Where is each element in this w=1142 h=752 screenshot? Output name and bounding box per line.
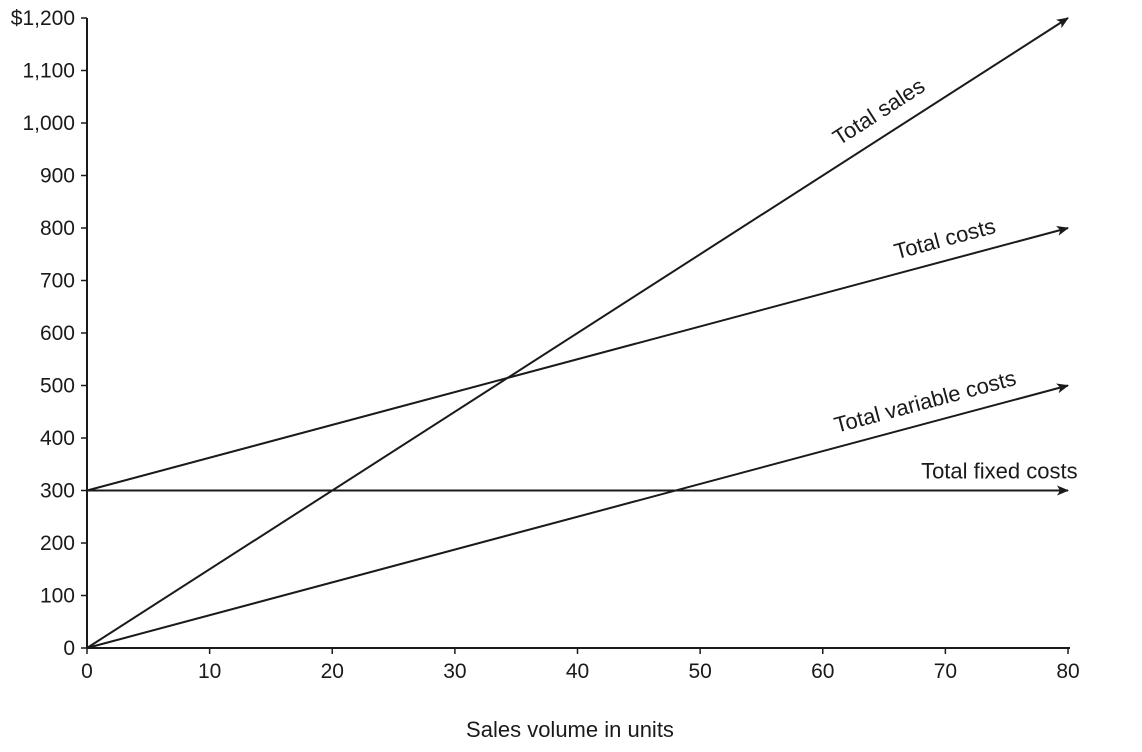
y-tick-label: 0 — [63, 637, 75, 660]
x-tick-label: 0 — [81, 660, 93, 683]
y-ticks: 0 100 200 300 400 500 600 700 800 900 1,000 1,100 $1… — [11, 7, 87, 660]
y-tick-label: 900 — [40, 165, 75, 188]
y-tick-label: 200 — [40, 532, 75, 555]
y-tick-label: 400 — [40, 427, 75, 450]
y-tick-label: $1,200 — [11, 7, 75, 30]
total-variable-costs-line — [86, 383, 1069, 649]
y-tick-label: 600 — [40, 322, 75, 345]
series-lines — [86, 17, 1069, 649]
total-variable-costs-label: Total variable costs — [832, 365, 1019, 438]
x-tick-label: 60 — [811, 660, 834, 683]
y-tick-label: 100 — [40, 585, 75, 608]
y-tick-label: 800 — [40, 217, 75, 240]
x-tick-label: 40 — [566, 660, 589, 683]
total-fixed-costs-label: Total fixed costs — [921, 459, 1078, 484]
x-tick-label: 10 — [198, 660, 221, 683]
x-tick-label: 20 — [321, 660, 344, 683]
x-tick-label: 30 — [443, 660, 466, 683]
x-tick-label: 50 — [688, 660, 711, 683]
y-tick-label: 1,100 — [22, 60, 75, 83]
total-costs-label: Total costs — [891, 213, 998, 264]
x-tick-label: 80 — [1056, 660, 1079, 683]
y-tick-label: 700 — [40, 270, 75, 293]
x-tick-label: 70 — [934, 660, 957, 683]
total-sales-line — [86, 17, 1069, 649]
y-tick-label: 500 — [40, 375, 75, 398]
x-axis-title: Sales volume in units — [466, 717, 674, 742]
x-ticks: 0 10 20 30 40 50 60 70 80 — [81, 648, 1080, 683]
total-costs-line — [86, 226, 1069, 492]
y-tick-label: 300 — [40, 480, 75, 503]
y-tick-label: 1,000 — [22, 112, 75, 135]
